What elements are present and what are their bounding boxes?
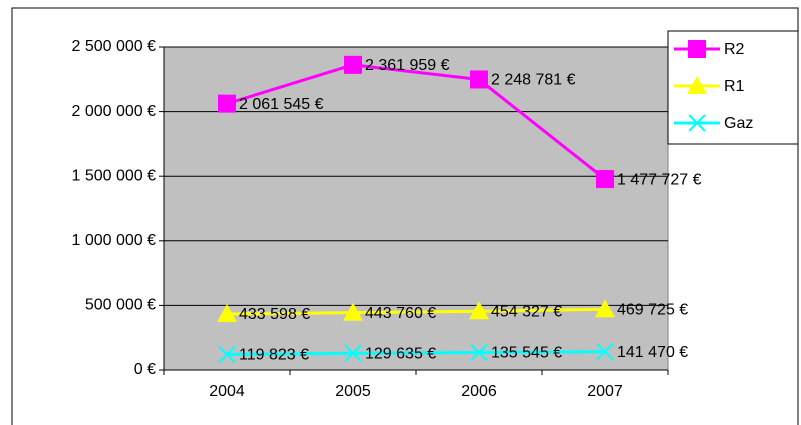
marker — [344, 344, 362, 362]
data-label: 2 061 545 € — [239, 96, 324, 113]
data-label: 443 760 € — [365, 305, 436, 322]
marker — [343, 302, 363, 321]
data-label: 454 327 € — [491, 304, 562, 321]
series-line — [226, 307, 606, 316]
data-label: 2 248 781 € — [491, 72, 576, 89]
data-label: 2 361 959 € — [365, 57, 450, 74]
data-label: 141 470 € — [617, 344, 688, 361]
data-label: 469 725 € — [617, 302, 688, 319]
y-tick-label: 500 000 € — [85, 297, 156, 314]
marker — [596, 170, 614, 189]
marker — [688, 114, 706, 132]
data-label: 119 823 € — [239, 347, 309, 364]
series-line — [226, 350, 606, 357]
marker — [470, 343, 488, 362]
marker — [687, 76, 707, 94]
y-tick-label: 2 500 000 € — [71, 38, 156, 55]
legend-label: R2 — [724, 41, 745, 58]
data-label: 129 635 € — [365, 345, 436, 362]
x-tick-label: 2004 — [209, 383, 245, 400]
marker — [217, 303, 237, 322]
legend-label: R1 — [724, 78, 745, 95]
data-label: 433 598 € — [239, 306, 310, 323]
y-tick-label: 2 000 000 € — [71, 103, 156, 120]
y-tick-label: 1 500 000 € — [71, 167, 156, 184]
marker — [469, 301, 489, 320]
marker — [344, 55, 362, 74]
marker — [596, 343, 614, 361]
x-tick-label: 2007 — [587, 383, 623, 400]
y-tick-label: 1 000 000 € — [71, 232, 156, 249]
marker — [688, 40, 706, 58]
marker — [470, 70, 488, 89]
data-label: 135 545 € — [491, 345, 562, 362]
x-tick-label: 2005 — [335, 383, 371, 400]
plot-area — [163, 46, 669, 371]
x-tick-label: 2006 — [461, 383, 497, 400]
marker — [218, 94, 236, 113]
series-line — [226, 63, 606, 181]
legend-label: Gaz — [724, 115, 753, 132]
marker — [218, 345, 236, 364]
data-label: 1 477 727 € — [617, 171, 702, 188]
marker — [595, 299, 615, 318]
y-tick-label: 0 € — [134, 361, 156, 378]
